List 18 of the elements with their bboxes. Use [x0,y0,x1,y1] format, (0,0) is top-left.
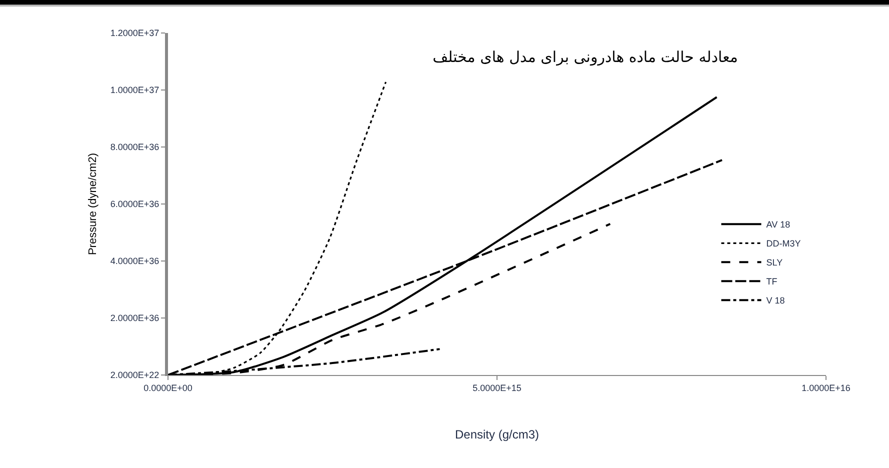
y-tick-label: 1.0000E+37 [110,85,160,96]
y-tick-label: 8.0000E+36 [110,142,160,152]
x-tick-label: 5.0000E+15 [472,382,522,393]
y-tick-label: 2.0000E+22 [110,370,160,380]
legend-label: V 18 [766,296,785,306]
y-tick-label: 1.2000E+37 [110,28,160,38]
x-tick-label: 0.0000E+00 [144,382,192,393]
x-tick-label: 1.0000E+16 [802,382,850,393]
text: معادله حالت ماده هادرونی برای مدل های مختلف [432,48,738,66]
legend-label: TF [766,276,778,287]
x-axis-title: Density (g/cm3) [454,428,540,442]
legend-label: AV 18 [766,220,790,230]
y-tick-label: 4.0000E+36 [110,256,160,266]
legend-label: DD-M3Y [766,238,801,249]
y-tick-label: 2.0000E+36 [110,313,160,324]
y-axis-title: Pressure (dyne/cm2) [87,152,100,256]
legend-label: SLY [766,258,783,268]
y-tick-label: 6.0000E+36 [110,199,160,210]
